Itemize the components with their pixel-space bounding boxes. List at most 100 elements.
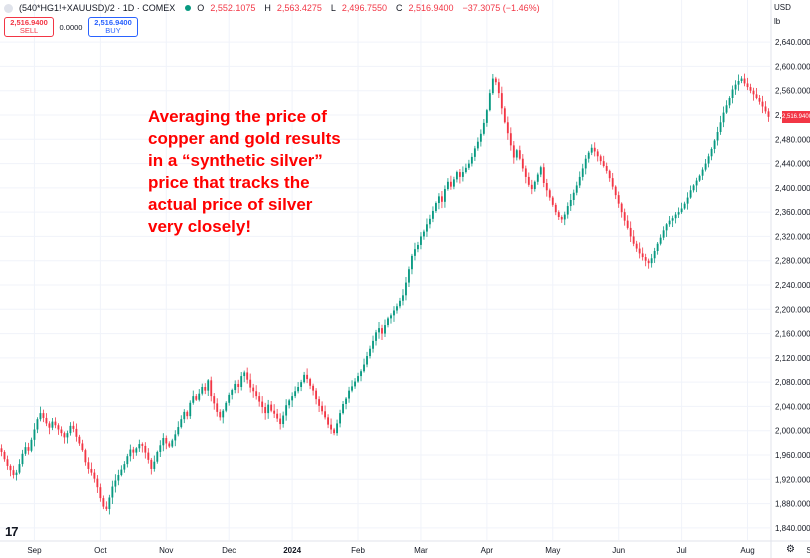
- open-key: O: [197, 3, 205, 13]
- candle: [114, 474, 117, 493]
- candle: [249, 373, 252, 393]
- candle: [270, 400, 273, 413]
- candle: [473, 145, 476, 161]
- price-axis[interactable]: 1,840.0000 1,880.0000 1,920.0000 1,960.0000…: [775, 38, 810, 533]
- candle: [195, 393, 198, 401]
- buy-button[interactable]: 2,516.9400 BUY: [88, 17, 138, 37]
- candle: [602, 155, 605, 168]
- candle: [701, 167, 704, 181]
- candle: [198, 389, 201, 402]
- gear-icon[interactable]: ⚙: [786, 544, 795, 555]
- candle: [402, 289, 404, 306]
- candle: [432, 206, 434, 223]
- candle: [644, 253, 647, 267]
- candle: [521, 154, 524, 172]
- candle: [246, 367, 249, 384]
- x-tick-label: Jul: [676, 546, 686, 555]
- candle: [387, 316, 389, 328]
- candle: [183, 409, 186, 424]
- candle: [686, 192, 689, 210]
- candle: [438, 193, 440, 210]
- collapse-legend-icon[interactable]: [4, 3, 13, 13]
- candle: [494, 76, 497, 86]
- candlestick-series: [0, 73, 770, 515]
- candle: [333, 427, 335, 436]
- candle: [524, 165, 527, 184]
- candle: [569, 193, 572, 211]
- candle: [180, 415, 183, 429]
- candle: [285, 399, 288, 421]
- candle: [737, 74, 740, 91]
- y-tick-label: 1,880.0000: [775, 500, 810, 509]
- candle: [749, 83, 752, 94]
- candle: [174, 430, 177, 447]
- candle: [593, 142, 596, 157]
- candle: [282, 411, 285, 428]
- candle: [381, 324, 383, 340]
- candle: [33, 423, 36, 447]
- candle: [629, 221, 632, 243]
- candle: [411, 253, 413, 275]
- symbol-title[interactable]: (540*HG1!+XAUUSD)/2 · 1D · COMEX: [19, 3, 176, 13]
- time-axis[interactable]: Sep Oct Nov Dec 2024 Feb Mar Apr May Jun Jul Aug Sep…: [27, 546, 810, 555]
- candle: [147, 448, 150, 464]
- trade-panel: 2,516.9400 SELL 0.0000 2,516.9400 BUY: [4, 17, 138, 37]
- candle: [716, 126, 719, 146]
- candle: [360, 369, 362, 382]
- candle: [734, 80, 737, 95]
- candle: [6, 455, 9, 470]
- candle: [665, 223, 668, 237]
- candle: [267, 399, 270, 419]
- candle: [168, 441, 171, 448]
- candle: [557, 210, 560, 221]
- candle: [417, 241, 419, 253]
- candle: [129, 444, 132, 462]
- close-key: C: [395, 3, 403, 13]
- candle: [396, 303, 398, 314]
- candle: [560, 215, 563, 223]
- candle: [144, 442, 147, 459]
- candle: [78, 434, 81, 446]
- candle: [219, 409, 222, 421]
- candle: [746, 77, 749, 91]
- candle: [342, 400, 344, 415]
- high-key: H: [264, 3, 271, 13]
- candle: [446, 178, 449, 191]
- candle: [405, 277, 407, 301]
- y-tick-label: 2,560.0000: [775, 87, 810, 96]
- candle: [54, 417, 57, 429]
- candle: [674, 212, 677, 224]
- candle: [39, 406, 42, 422]
- y-tick-label: 2,640.0000: [775, 38, 810, 47]
- candle: [171, 438, 174, 448]
- x-tick-label: Jun: [612, 546, 625, 555]
- x-tick-label: May: [545, 546, 560, 555]
- candle: [563, 211, 566, 226]
- candle: [662, 226, 665, 241]
- candle: [668, 216, 671, 227]
- candle: [93, 468, 96, 483]
- candle: [692, 184, 695, 193]
- candle: [767, 108, 770, 122]
- candle: [533, 180, 536, 192]
- candle: [713, 139, 716, 154]
- candle: [680, 202, 683, 214]
- candle: [740, 76, 743, 84]
- candle: [21, 449, 24, 467]
- tradingview-logo[interactable]: 17: [5, 524, 19, 539]
- candle: [695, 177, 698, 193]
- candle: [150, 457, 153, 475]
- candle: [255, 385, 258, 400]
- candle: [587, 150, 590, 163]
- candle: [632, 230, 635, 247]
- currency-label[interactable]: USD: [774, 3, 791, 12]
- sell-button[interactable]: 2,516.9400 SELL: [4, 17, 54, 37]
- candle: [429, 214, 431, 229]
- unit-label[interactable]: lb: [774, 17, 781, 26]
- candle: [156, 450, 159, 464]
- candle: [545, 178, 548, 197]
- sell-price: 2,516.9400: [10, 18, 48, 27]
- candle: [165, 435, 168, 450]
- candle: [455, 170, 458, 183]
